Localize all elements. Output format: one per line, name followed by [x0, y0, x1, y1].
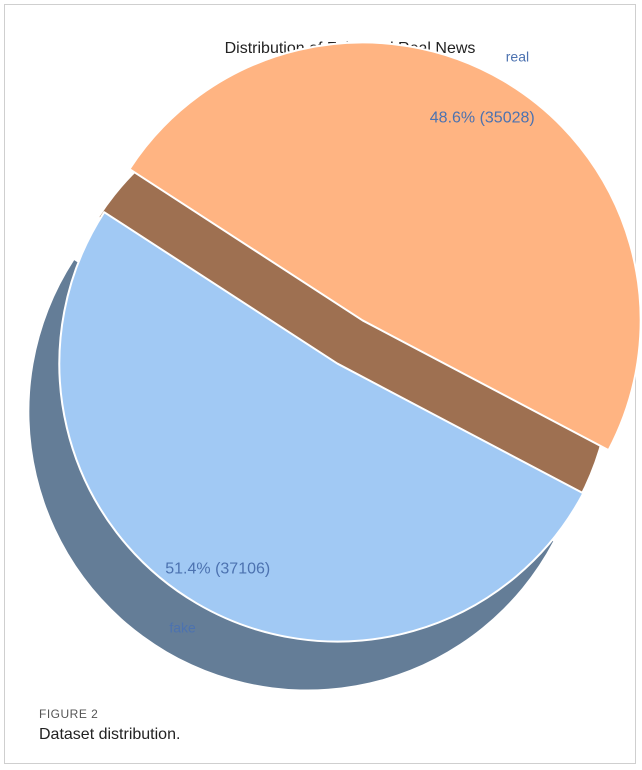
pie-chart: Distribution of Fake and Real News fake5… — [29, 40, 642, 690]
pie-layer: fake 51.4% (37106) real 48.6% (35028) — [29, 41, 642, 690]
slice-percent-label-real: 48.6% (35028) — [430, 110, 535, 127]
slice-percent-label-fake: 51.4% (37106) — [165, 560, 270, 577]
figure-caption: Dataset distribution. — [39, 726, 181, 743]
pie-slice-real — [128, 41, 642, 452]
slice-label-fake: fake — [169, 619, 196, 635]
slice-label-real: real — [506, 49, 529, 65]
pie-slice-fake — [58, 211, 585, 643]
figure-number: FIGURE 2 — [39, 707, 99, 721]
